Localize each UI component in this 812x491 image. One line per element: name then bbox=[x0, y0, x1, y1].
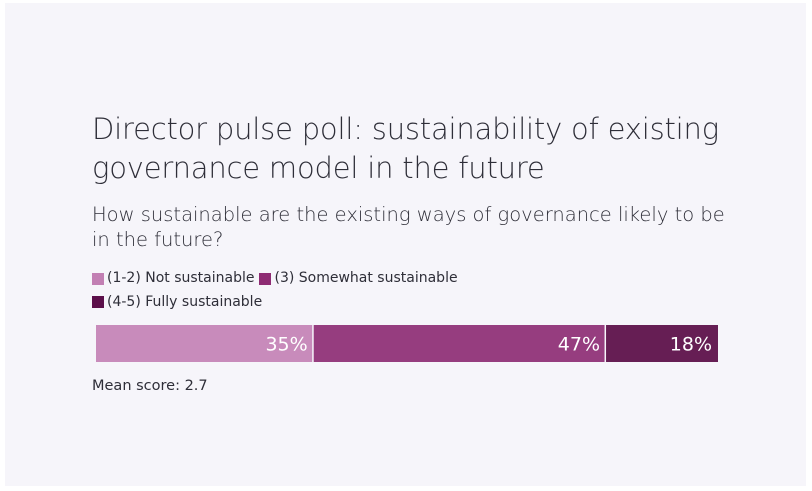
legend-item-fully-sustainable: (4-5) Fully sustainable bbox=[92, 292, 262, 313]
bar-segment bbox=[313, 325, 605, 362]
bar-segment bbox=[606, 325, 718, 362]
legend-label: (3) Somewhat sustainable bbox=[274, 270, 458, 286]
mean-score: Mean score: 2.7 bbox=[92, 378, 208, 394]
data-label: 18% bbox=[670, 334, 712, 356]
data-label: 47% bbox=[558, 334, 600, 356]
data-label: 35% bbox=[265, 334, 307, 356]
legend-item-somewhat-sustainable: (3) Somewhat sustainable bbox=[259, 268, 458, 289]
legend-swatch bbox=[92, 272, 104, 285]
legend-swatch bbox=[92, 296, 104, 308]
bar-segment bbox=[96, 325, 313, 362]
legend: (1-2) Not sustainable (3) Somewhat sustai… bbox=[92, 268, 552, 315]
chart-subtitle: How sustainable are the existing ways of… bbox=[92, 203, 725, 251]
legend-label: (1-2) Not sustainable bbox=[107, 270, 255, 286]
chart-title: Director pulse poll: sustainability of e… bbox=[92, 112, 719, 185]
legend-label: (4-5) Fully sustainable bbox=[107, 293, 263, 310]
legend-swatch bbox=[259, 272, 272, 285]
chart-card bbox=[5, 3, 806, 486]
stacked-bar: 35% 47% 18% bbox=[96, 325, 718, 362]
legend-item-not-sustainable: (1-2) Not sustainable bbox=[92, 268, 254, 289]
